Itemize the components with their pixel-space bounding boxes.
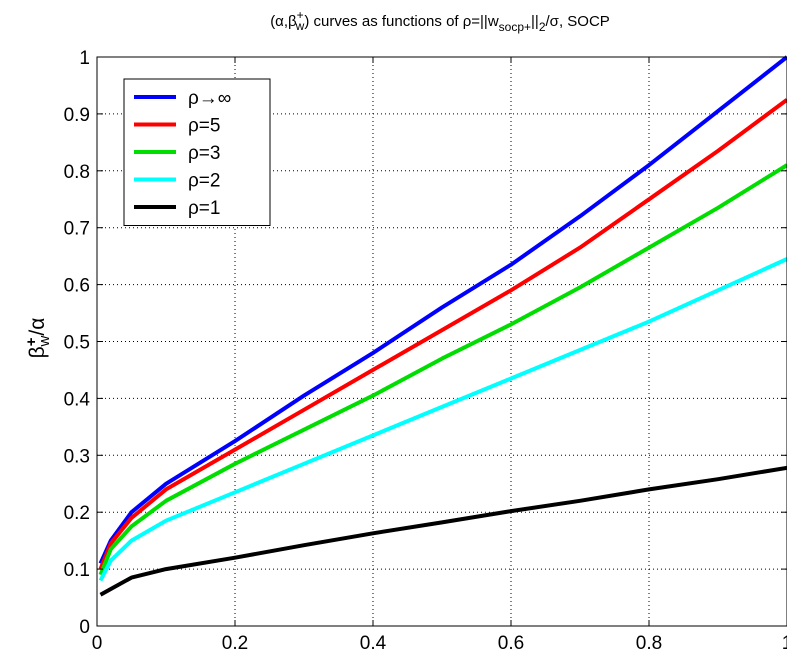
y-tick-label: 0.3 <box>64 446 90 467</box>
chart-title: (α,β+ w) curves as functions of ρ=||wsocp… <box>270 8 610 34</box>
legend-label: ρ→∞ <box>188 88 231 109</box>
y-tick-label: 0.7 <box>64 219 90 240</box>
series-line-0 <box>98 55 787 565</box>
chart-title-middle: ) curves as functions of ρ=||w <box>304 13 498 30</box>
y-tick-label: 0.8 <box>64 162 90 183</box>
chart-title-middle2: || <box>531 13 539 30</box>
y-tick-label: 0.4 <box>64 389 91 410</box>
x-tick-label: 0 <box>92 633 103 654</box>
y-tick-label: 0.6 <box>64 276 90 297</box>
legend-label: ρ=5 <box>188 116 220 137</box>
chart-title-suffix: /σ, SOCP <box>546 13 610 30</box>
grid <box>97 57 787 626</box>
y-axis-label: β+w/α <box>23 318 53 359</box>
y-tick-label: 0.9 <box>64 105 90 126</box>
y-axis-label-base: β <box>26 346 49 358</box>
series-lines <box>98 55 787 597</box>
y-tick-label: 0.5 <box>64 333 90 354</box>
axis-ticks: 0 0.2 0.4 0.6 0.8 1 0 0.1 0.2 0.3 0.4 0.5 0.6 0.7 0.8 0… <box>64 48 787 654</box>
y-axis-label-sup: + <box>23 337 40 346</box>
chart-title-prefix: (α,β <box>270 13 297 30</box>
chart-title-sub: w <box>295 19 305 33</box>
y-axis-label-sub: w <box>36 335 53 347</box>
chart-title-sup: + <box>297 8 304 22</box>
x-tick-label: 1 <box>782 633 787 654</box>
legend-label: ρ=3 <box>188 143 220 164</box>
series-line-3 <box>98 257 787 582</box>
x-tick-label: 0.8 <box>636 633 662 654</box>
series-line-4 <box>99 465 787 597</box>
y-tick-label: 0.1 <box>64 560 90 581</box>
chart-title-sub3: 2 <box>539 20 546 34</box>
legend-label: ρ=1 <box>188 198 220 219</box>
legend-label: ρ=2 <box>188 171 220 192</box>
x-tick-label: 0.2 <box>222 633 248 654</box>
x-tick-label: 0.6 <box>498 633 524 654</box>
series-line-2 <box>98 163 787 576</box>
legend: ρ→∞ ρ=5 ρ=3 ρ=2 ρ=1 <box>123 78 271 226</box>
x-tick-label: 0.4 <box>360 633 387 654</box>
series-line-1 <box>98 98 787 570</box>
y-tick-label: 0 <box>79 617 90 638</box>
y-tick-label: 1 <box>79 48 90 69</box>
y-tick-label: 0.2 <box>64 503 90 524</box>
chart-title-sub2: socp+ <box>499 20 531 34</box>
y-axis-label-suffix: /α <box>26 318 49 336</box>
